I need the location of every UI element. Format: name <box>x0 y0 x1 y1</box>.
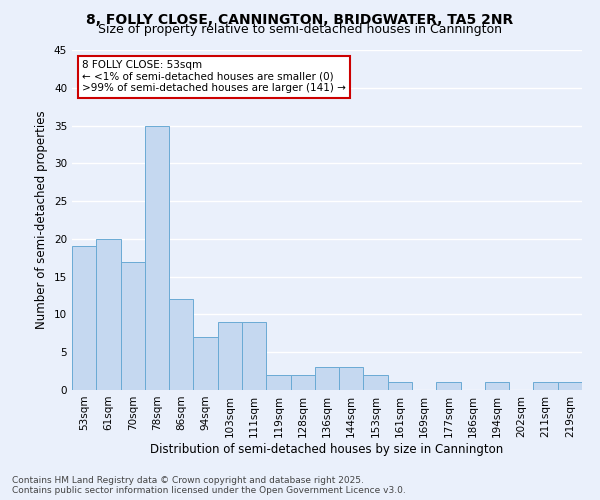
Text: 8 FOLLY CLOSE: 53sqm
← <1% of semi-detached houses are smaller (0)
>99% of semi-: 8 FOLLY CLOSE: 53sqm ← <1% of semi-detac… <box>82 60 346 94</box>
Bar <box>218 322 242 390</box>
Bar <box>315 368 339 390</box>
Bar <box>290 375 315 390</box>
Bar <box>169 300 193 390</box>
Y-axis label: Number of semi-detached properties: Number of semi-detached properties <box>35 110 49 330</box>
X-axis label: Distribution of semi-detached houses by size in Cannington: Distribution of semi-detached houses by … <box>151 442 503 456</box>
Bar <box>533 382 558 390</box>
Bar <box>193 337 218 390</box>
Bar <box>72 246 96 390</box>
Bar <box>242 322 266 390</box>
Bar <box>558 382 582 390</box>
Bar <box>121 262 145 390</box>
Bar <box>388 382 412 390</box>
Text: Size of property relative to semi-detached houses in Cannington: Size of property relative to semi-detach… <box>98 22 502 36</box>
Bar <box>96 239 121 390</box>
Bar <box>436 382 461 390</box>
Bar <box>145 126 169 390</box>
Text: Contains HM Land Registry data © Crown copyright and database right 2025.
Contai: Contains HM Land Registry data © Crown c… <box>12 476 406 495</box>
Bar <box>364 375 388 390</box>
Text: 8, FOLLY CLOSE, CANNINGTON, BRIDGWATER, TA5 2NR: 8, FOLLY CLOSE, CANNINGTON, BRIDGWATER, … <box>86 12 514 26</box>
Bar <box>266 375 290 390</box>
Bar <box>485 382 509 390</box>
Bar <box>339 368 364 390</box>
